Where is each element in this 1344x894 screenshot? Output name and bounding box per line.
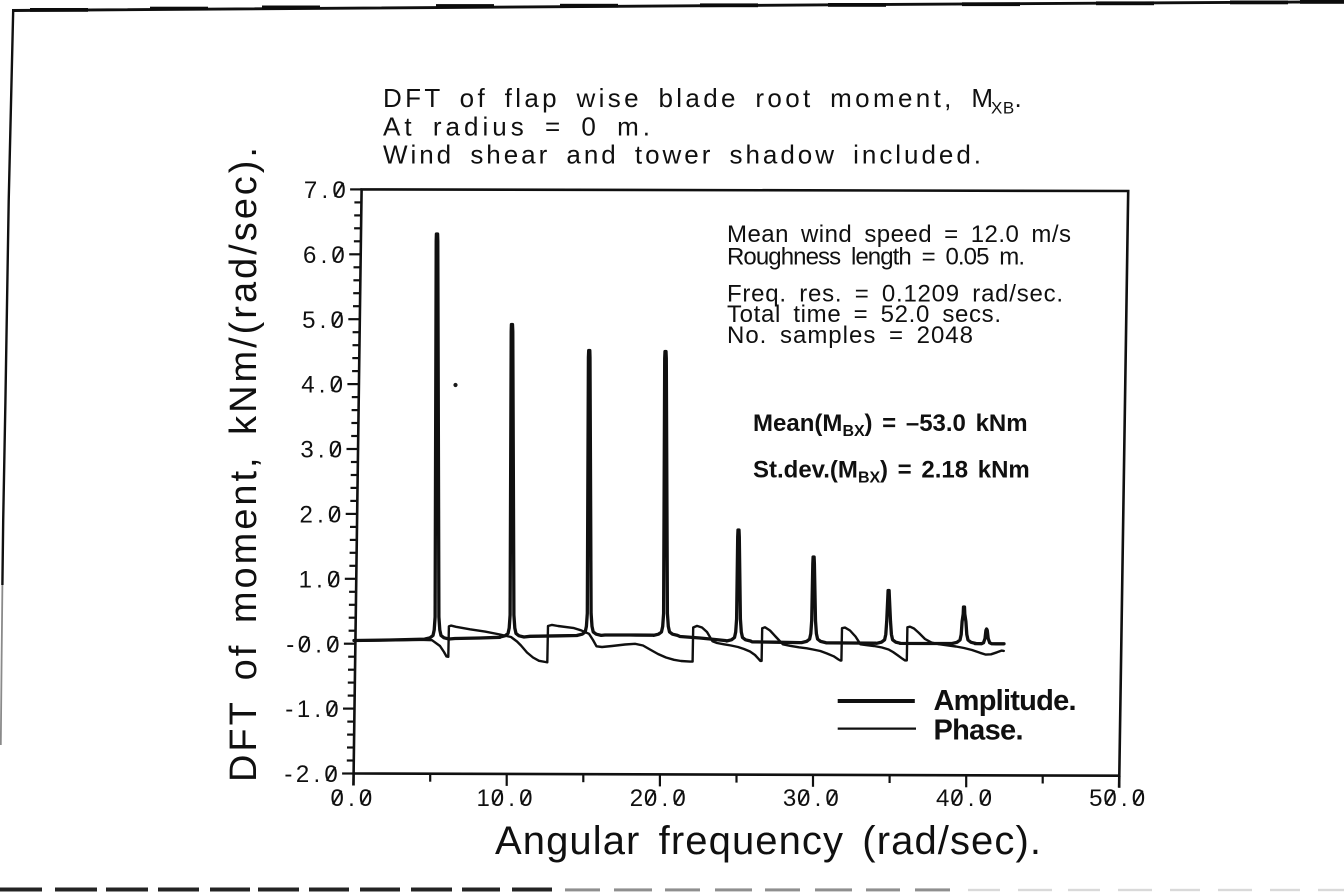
svg-text:BX: BX xyxy=(858,470,881,487)
svg-text:.: . xyxy=(1121,785,1128,812)
svg-text:-: - xyxy=(284,761,292,788)
svg-text:DFT of moment, kNm/(rad/sec).: DFT of moment, kNm/(rad/sec). xyxy=(223,147,265,782)
svg-text:.: . xyxy=(314,696,321,723)
svg-text:-: - xyxy=(286,631,294,658)
svg-text:.: . xyxy=(348,785,355,812)
svg-text:.: . xyxy=(815,785,822,812)
svg-text:2: 2 xyxy=(300,502,313,529)
svg-text:1: 1 xyxy=(297,696,310,723)
svg-text:.: . xyxy=(320,307,327,334)
svg-text:St.dev.(M: St.dev.(M xyxy=(753,457,858,484)
svg-text:.: . xyxy=(315,631,322,658)
svg-text:.: . xyxy=(321,242,328,269)
svg-text:3: 3 xyxy=(783,785,796,812)
svg-text:.: . xyxy=(321,177,328,204)
svg-text:.: . xyxy=(313,761,320,788)
svg-text:2: 2 xyxy=(296,761,309,788)
svg-text:.: . xyxy=(317,502,324,529)
svg-text:.: . xyxy=(661,785,668,812)
svg-text:DFT of flap wise blade root mo: DFT of flap wise blade root moment, M xyxy=(383,83,993,113)
svg-text:4: 4 xyxy=(936,785,949,812)
svg-text:.: . xyxy=(318,437,325,464)
svg-text:Angular frequency (rad/sec).: Angular frequency (rad/sec). xyxy=(495,819,1041,863)
svg-text:1: 1 xyxy=(477,785,490,812)
svg-text:.: . xyxy=(1015,83,1022,113)
svg-text:5: 5 xyxy=(1089,785,1102,812)
svg-text:At radius = 0 m.: At radius = 0 m. xyxy=(383,111,650,141)
svg-text:1: 1 xyxy=(299,566,312,593)
svg-text:.: . xyxy=(316,566,323,593)
svg-text:) = 2.18 kNm: ) = 2.18 kNm xyxy=(880,457,1030,484)
svg-text:) = –53.0 kNm: ) = –53.0 kNm xyxy=(865,410,1028,437)
svg-text:-: - xyxy=(285,696,293,723)
svg-text:5: 5 xyxy=(302,307,315,334)
svg-text:BX: BX xyxy=(843,423,866,440)
svg-text:7: 7 xyxy=(304,177,317,204)
svg-text:2: 2 xyxy=(630,785,643,812)
svg-text:Total time = 52.0 secs.: Total time = 52.0 secs. xyxy=(727,301,1001,328)
svg-text:Amplitude.: Amplitude. xyxy=(934,685,1077,717)
svg-text:.: . xyxy=(319,372,326,399)
svg-text:Mean wind speed = 12.0 m/s: Mean wind speed = 12.0 m/s xyxy=(727,221,1071,248)
svg-text:Mean(M: Mean(M xyxy=(753,410,842,437)
svg-text:.: . xyxy=(968,785,975,812)
svg-text:Freq. res. = 0.1209 rad/sec.: Freq. res. = 0.1209 rad/sec. xyxy=(727,280,1063,307)
svg-text:4: 4 xyxy=(301,372,314,399)
svg-text:6: 6 xyxy=(303,242,316,269)
svg-text:Phase.: Phase. xyxy=(934,714,1024,746)
svg-text:Roughness length = 0.05 m.: Roughness length = 0.05 m. xyxy=(727,244,1025,271)
svg-text:.: . xyxy=(508,785,515,812)
svg-text:XB: XB xyxy=(991,99,1015,118)
svg-text:No. samples = 2048: No. samples = 2048 xyxy=(727,322,973,349)
svg-text:3: 3 xyxy=(300,437,313,464)
